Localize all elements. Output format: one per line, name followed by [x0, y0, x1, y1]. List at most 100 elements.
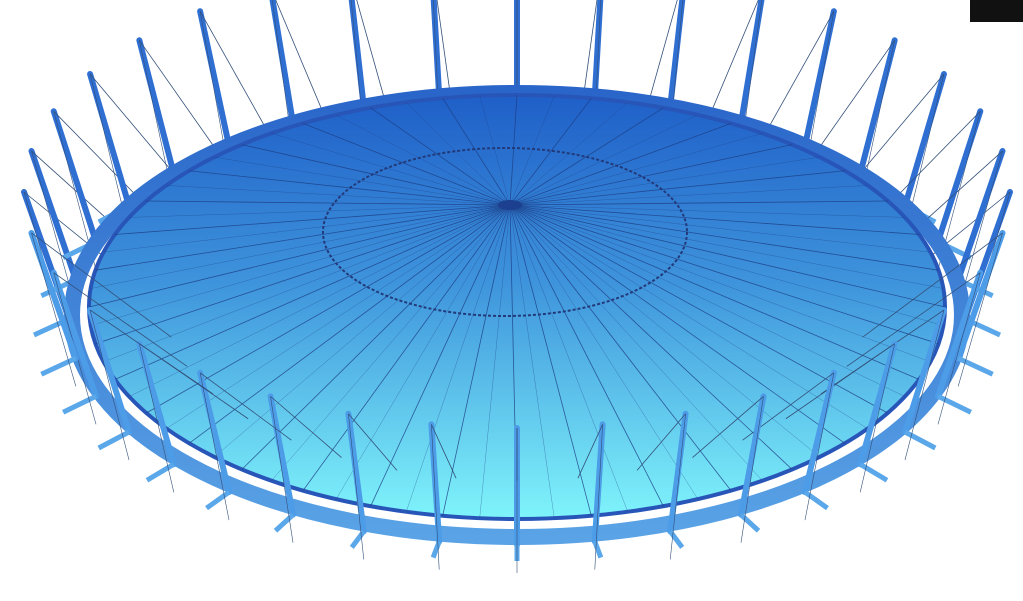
strut: [97, 429, 131, 451]
radial-cables: [88, 94, 946, 520]
radial-cable: [114, 204, 511, 380]
radial-cable: [166, 185, 511, 206]
radial-cable: [509, 95, 555, 206]
radial-cable: [114, 204, 511, 235]
mast: [934, 108, 984, 245]
strut: [273, 512, 295, 533]
radial-cable: [442, 98, 511, 206]
radial-cable: [90, 204, 511, 326]
radial-cable: [509, 204, 629, 512]
radial-cable: [188, 204, 511, 444]
radial-cable: [509, 204, 905, 218]
stay-cable: [594, 424, 603, 570]
mast: [955, 148, 1006, 283]
radial-cable: [509, 170, 845, 206]
mast: [667, 410, 689, 535]
mast: [591, 0, 604, 100]
mast: [667, 0, 686, 110]
radial-cable: [129, 204, 511, 218]
radial-cable: [90, 204, 511, 289]
stay-cable: [957, 150, 1003, 308]
corner-block: [970, 0, 1023, 22]
strut: [668, 529, 685, 549]
radial-cable: [509, 204, 931, 253]
inner-ring: [322, 147, 688, 317]
stay-cable: [199, 372, 292, 441]
mast: [136, 37, 177, 177]
radial-cable: [370, 107, 511, 206]
strut: [936, 394, 972, 415]
radial-cable: [509, 204, 920, 235]
radial-cable: [509, 204, 846, 444]
stay-cable: [199, 372, 230, 521]
mast: [267, 393, 296, 518]
stay-cable: [31, 150, 77, 308]
stay-cable: [904, 309, 945, 461]
mast: [901, 71, 947, 209]
stay-cable: [139, 343, 175, 493]
mast: [87, 71, 133, 209]
radial-cable: [166, 204, 511, 429]
strut: [957, 355, 994, 377]
radial-cable: [509, 204, 555, 519]
stay-cable: [270, 396, 294, 543]
mast: [50, 269, 100, 400]
mast: [87, 307, 133, 435]
mast: [430, 0, 443, 100]
mast: [197, 369, 233, 496]
stay-cable: [785, 343, 895, 420]
radial-cable: [509, 204, 793, 470]
mast: [197, 8, 233, 149]
radial-cable: [336, 114, 511, 206]
mast: [901, 307, 947, 435]
radial-cable: [214, 156, 511, 206]
radial-cable: [302, 123, 511, 206]
stay-cable: [89, 309, 214, 395]
mast: [50, 108, 100, 245]
mast: [955, 229, 1006, 362]
radial-cable: [302, 204, 511, 491]
stay-cable: [859, 343, 895, 493]
stay-cable: [431, 424, 440, 570]
radial-cable: [405, 204, 511, 512]
stay-cable: [348, 413, 365, 560]
radial-cable: [103, 204, 511, 253]
stay-cable: [577, 424, 603, 479]
radial-cable: [406, 102, 511, 206]
radial-cable: [509, 185, 868, 206]
strut: [205, 490, 231, 511]
strut: [145, 462, 176, 483]
radial-cable: [509, 204, 732, 491]
mast: [857, 37, 898, 177]
stay-cable: [636, 413, 686, 471]
radial-cable: [509, 107, 664, 206]
radial-cable: [509, 204, 592, 516]
mast: [28, 229, 79, 362]
radial-cable: [509, 204, 944, 326]
radial-cable: [509, 204, 888, 414]
stay-cable: [740, 396, 764, 543]
stay-cable: [53, 272, 188, 367]
mast: [934, 269, 984, 400]
stay-cable: [31, 232, 77, 387]
strut: [858, 462, 889, 483]
radial-cable: [479, 204, 511, 519]
stay-cable: [669, 413, 686, 560]
radial-cable: [509, 204, 906, 397]
stay-cable: [804, 372, 835, 521]
radial-cable: [509, 204, 820, 458]
mast: [136, 340, 177, 468]
stay-cable: [348, 413, 398, 471]
radial-cable: [509, 204, 939, 345]
radial-cable: [509, 144, 793, 206]
radial-cable: [509, 123, 732, 206]
front-structure: [28, 229, 1006, 573]
radial-cable: [271, 204, 511, 481]
stay-cable: [846, 272, 981, 367]
strut: [803, 490, 829, 511]
strut: [430, 540, 442, 559]
strut: [62, 394, 98, 415]
mast: [857, 340, 898, 468]
strut: [349, 529, 366, 549]
radial-cable: [509, 204, 939, 271]
